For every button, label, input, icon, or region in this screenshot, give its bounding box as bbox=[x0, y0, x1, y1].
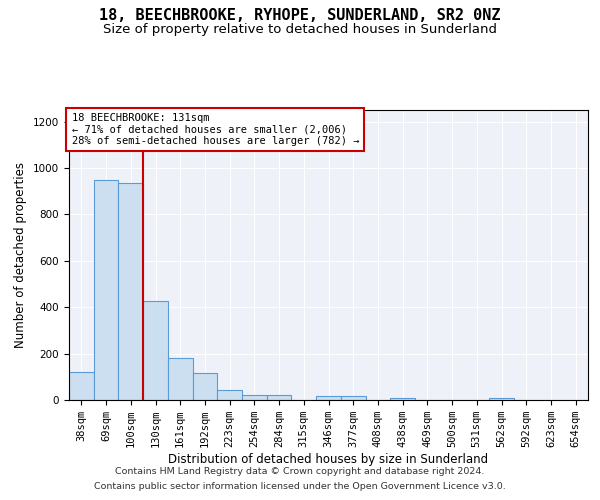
Bar bbox=[69, 372, 94, 400]
Text: 18, BEECHBROOKE, RYHOPE, SUNDERLAND, SR2 0NZ: 18, BEECHBROOKE, RYHOPE, SUNDERLAND, SR2… bbox=[99, 8, 501, 22]
Bar bbox=[316, 396, 341, 400]
Text: Contains HM Land Registry data © Crown copyright and database right 2024.: Contains HM Land Registry data © Crown c… bbox=[115, 467, 485, 476]
Bar bbox=[489, 398, 514, 400]
Bar bbox=[242, 395, 267, 400]
Bar bbox=[341, 396, 365, 400]
Text: 18 BEECHBROOKE: 131sqm
← 71% of detached houses are smaller (2,006)
28% of semi-: 18 BEECHBROOKE: 131sqm ← 71% of detached… bbox=[71, 113, 359, 146]
Bar bbox=[193, 374, 217, 400]
Bar bbox=[217, 390, 242, 400]
Bar bbox=[168, 358, 193, 400]
Bar bbox=[390, 398, 415, 400]
Bar bbox=[143, 300, 168, 400]
Text: Size of property relative to detached houses in Sunderland: Size of property relative to detached ho… bbox=[103, 22, 497, 36]
Bar bbox=[267, 396, 292, 400]
Bar bbox=[118, 183, 143, 400]
X-axis label: Distribution of detached houses by size in Sunderland: Distribution of detached houses by size … bbox=[169, 453, 488, 466]
Y-axis label: Number of detached properties: Number of detached properties bbox=[14, 162, 28, 348]
Bar bbox=[94, 180, 118, 400]
Text: Contains public sector information licensed under the Open Government Licence v3: Contains public sector information licen… bbox=[94, 482, 506, 491]
